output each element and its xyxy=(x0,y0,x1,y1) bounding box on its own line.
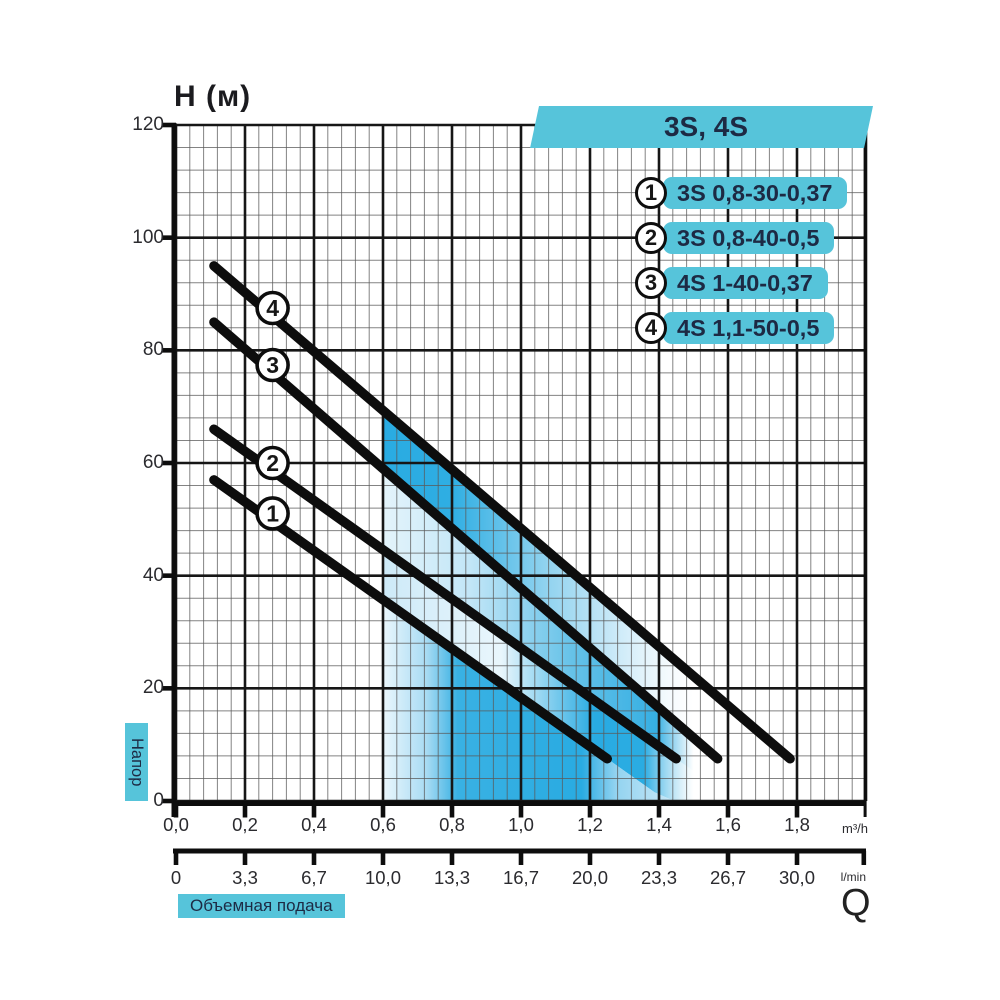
x-tick-label-m3h-3: 0,6 xyxy=(370,814,396,835)
x-tick-label-lmin-6: 20,0 xyxy=(571,867,608,888)
x-tick-label-m3h-8: 1,6 xyxy=(715,814,741,835)
x-tick-label-m3h-2: 0,4 xyxy=(301,814,327,835)
x-axis-tick xyxy=(656,801,662,818)
operating-range-band xyxy=(383,599,694,801)
pump-curve-2 xyxy=(209,424,681,764)
x-axis-tick xyxy=(725,801,731,818)
y-axis-tick xyxy=(162,348,176,353)
x-tick-label-lmin-1: 3,3 xyxy=(232,867,258,888)
pump-curve-3 xyxy=(209,317,723,764)
x-tick-label-m3h-0: 0,0 xyxy=(163,814,189,835)
x-tick-label-m3h-1: 0,2 xyxy=(232,814,258,835)
y-axis-tick xyxy=(162,460,176,466)
y-axis-tick xyxy=(162,798,176,804)
x-axis-tick xyxy=(173,801,179,818)
lmin-axis-tick xyxy=(311,851,317,865)
legend-circle-4: 4 xyxy=(635,311,667,344)
m3h-unit-label: m³/h xyxy=(842,821,868,836)
y-axis-tick xyxy=(162,235,176,240)
operating-range-band xyxy=(383,468,694,772)
lmin-axis-tick xyxy=(242,851,248,865)
lmin-axis-tick xyxy=(587,851,593,865)
lmin-unit-label: l/min xyxy=(840,870,866,884)
lmin-axis-tick xyxy=(449,851,455,865)
y-tick-label-120: 120 xyxy=(132,114,164,135)
y-axis-line xyxy=(171,123,177,817)
legend-circle-2: 2 xyxy=(635,221,667,254)
x-tick-label-m3h-5: 1,0 xyxy=(508,814,534,835)
lmin-axis-tick xyxy=(173,851,179,865)
curve-marker-circle-2 xyxy=(255,445,290,481)
curve-marker-circle-4 xyxy=(255,290,290,326)
curve-marker-number: 3 xyxy=(266,352,279,378)
legend-circle-1: 1 xyxy=(635,176,667,209)
curve-marker-number: 2 xyxy=(266,450,279,476)
lmin-axis-tick xyxy=(518,851,524,865)
x-tick-label-m3h-6: 1,2 xyxy=(577,814,603,835)
y-tick-label-40: 40 xyxy=(142,564,164,586)
x-axis-tick xyxy=(518,801,524,818)
x-axis-tick xyxy=(587,801,593,818)
legend-badge-2: 3S 0,8-40-0,5 xyxy=(663,222,835,254)
x-tick-label-m3h-9: 1,8 xyxy=(784,814,810,835)
operating-range-band xyxy=(383,410,694,738)
x-axis-tick xyxy=(311,801,317,818)
y-tick-label-60: 60 xyxy=(142,452,164,473)
legend-circle-3: 3 xyxy=(635,266,667,299)
y-axis-tick xyxy=(162,573,176,578)
curve-marker-number: 4 xyxy=(266,295,279,321)
x-tick-label-m3h-7: 1,4 xyxy=(646,814,672,835)
x-tick-label-lmin-5: 16,7 xyxy=(502,867,539,888)
curve-marker-circle-1 xyxy=(255,496,290,531)
lmin-axis-tick xyxy=(725,851,731,865)
x-axis-tick xyxy=(794,801,800,818)
series-banner-label: 3S, 4S xyxy=(663,111,749,142)
legend-badge-4: 4S 1,1-50-0,5 xyxy=(663,312,835,344)
operating-range-band xyxy=(383,549,694,801)
flow-axis-label: Объемная подача xyxy=(178,894,345,918)
y-axis-tick xyxy=(162,122,176,128)
x-axis-tick xyxy=(242,801,248,818)
legend-badge-3: 4S 1-40-0,37 xyxy=(663,267,828,299)
y-tick-label-80: 80 xyxy=(142,339,164,361)
x-tick-label-lmin-2: 6,7 xyxy=(301,867,327,888)
y-tick-label-0: 0 xyxy=(153,790,164,811)
y-tick-label-100: 100 xyxy=(132,226,164,248)
x-tick-label-lmin-0: 0 xyxy=(170,867,182,888)
x-tick-label-lmin-9: 30,0 xyxy=(778,867,815,888)
curve-marker-circle-3 xyxy=(255,347,290,383)
lmin-axis-tick xyxy=(380,851,386,865)
x-axis-tick xyxy=(449,801,455,818)
y-axis-tick xyxy=(162,686,176,691)
x-tick-label-lmin-7: 23,3 xyxy=(640,867,677,888)
x-tick-label-lmin-8: 26,7 xyxy=(709,867,746,888)
x-axis-tick xyxy=(380,801,386,818)
x-tick-label-lmin-3: 10,0 xyxy=(364,867,401,888)
y-axis-title: H (м) xyxy=(174,80,252,113)
q-axis-symbol: Q xyxy=(841,882,871,924)
pump-curve-4 xyxy=(209,261,795,764)
y-tick-label-20: 20 xyxy=(142,677,164,699)
curve-marker-number: 1 xyxy=(266,500,279,526)
lmin-axis-tick xyxy=(656,851,662,865)
lmin-axis-tick xyxy=(794,851,800,865)
head-axis-label: Напор xyxy=(125,723,148,801)
x-tick-label-lmin-4: 13,3 xyxy=(433,867,470,888)
legend-badge-1: 3S 0,8-30-0,37 xyxy=(663,177,848,209)
x-tick-label-m3h-4: 0,8 xyxy=(439,814,465,835)
